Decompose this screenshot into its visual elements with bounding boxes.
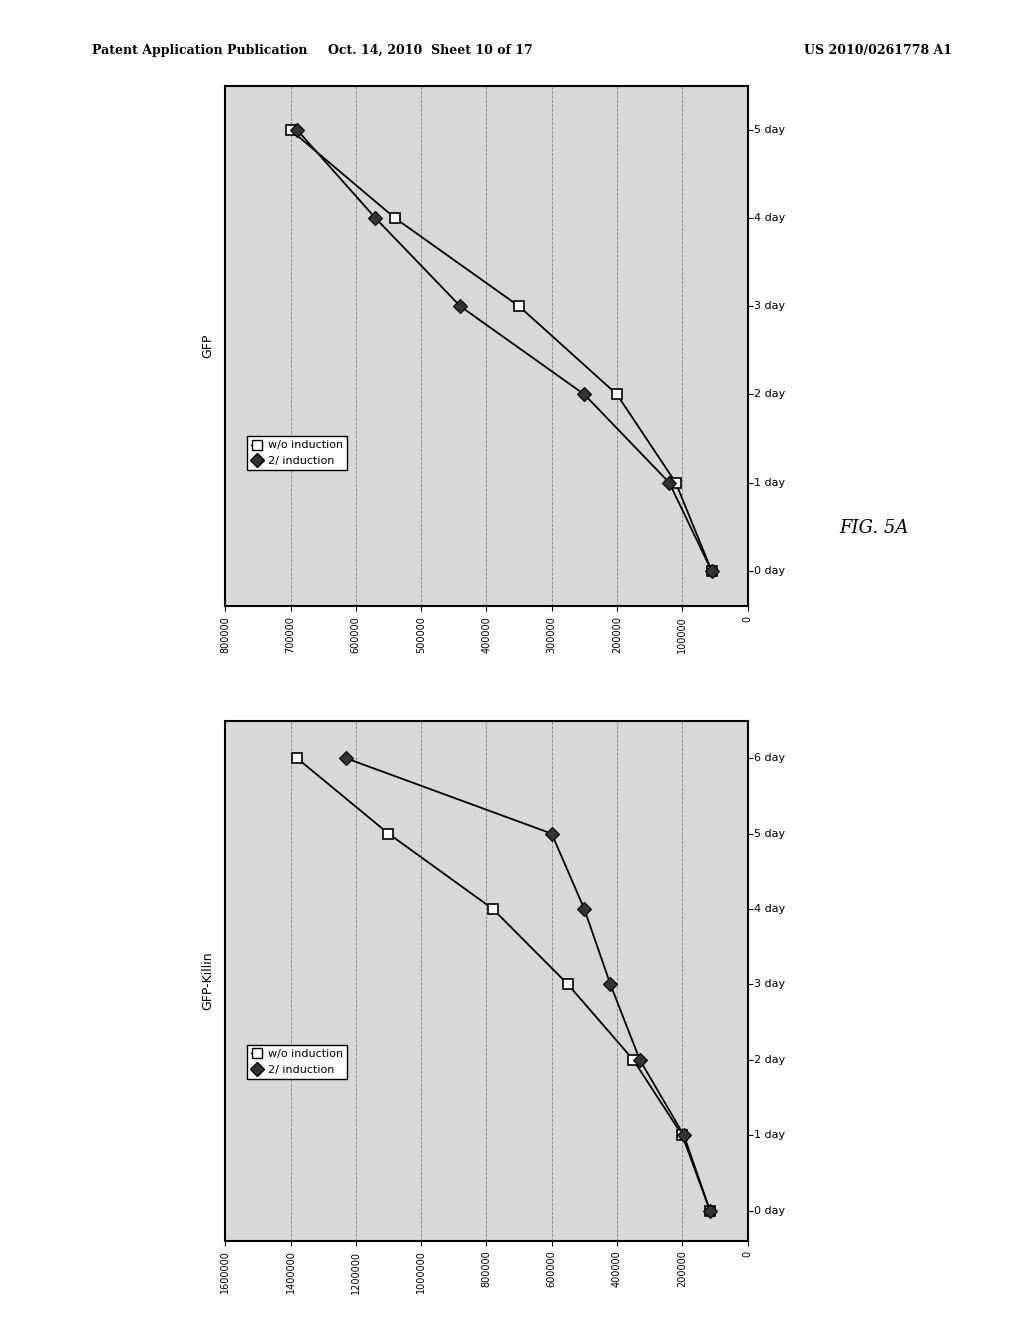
Text: 3 day: 3 day <box>755 301 785 312</box>
Y-axis label: GFP: GFP <box>201 334 214 358</box>
Text: Patent Application Publication: Patent Application Publication <box>92 44 307 57</box>
Text: 2 day: 2 day <box>755 1055 785 1065</box>
Text: Oct. 14, 2010  Sheet 10 of 17: Oct. 14, 2010 Sheet 10 of 17 <box>328 44 532 57</box>
Legend: w/o induction, 2/ induction: w/o induction, 2/ induction <box>247 1044 347 1080</box>
Text: 4 day: 4 day <box>755 904 785 913</box>
Y-axis label: GFP-Killin: GFP-Killin <box>201 952 214 1010</box>
Legend: w/o induction, 2/ induction: w/o induction, 2/ induction <box>247 436 347 470</box>
Text: 5 day: 5 day <box>755 125 785 135</box>
Text: 2 day: 2 day <box>755 389 785 400</box>
Text: FIG. 5A: FIG. 5A <box>840 519 909 537</box>
Text: US 2010/0261778 A1: US 2010/0261778 A1 <box>804 44 952 57</box>
Text: 3 day: 3 day <box>755 979 785 990</box>
Text: 0 day: 0 day <box>755 1205 785 1216</box>
Text: 1 day: 1 day <box>755 1130 785 1140</box>
Text: 0 day: 0 day <box>755 566 785 576</box>
Text: 6 day: 6 day <box>755 754 785 763</box>
Text: 4 day: 4 day <box>755 213 785 223</box>
Text: 1 day: 1 day <box>755 478 785 487</box>
Text: 5 day: 5 day <box>755 829 785 838</box>
